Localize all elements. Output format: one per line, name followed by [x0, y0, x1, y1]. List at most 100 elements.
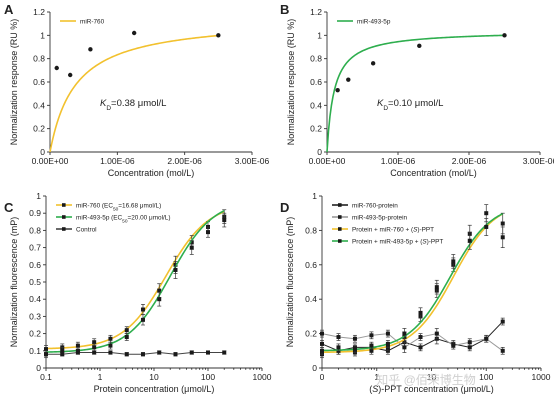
y-tick-label: 0.8 [33, 54, 45, 64]
data-point [140, 352, 145, 357]
fit-line [321, 213, 504, 354]
series-protein-mir-493-5p-s-ppt [320, 212, 505, 355]
y-tick-label: 0.2 [310, 124, 322, 134]
legend-entry: miR-760 [80, 18, 105, 25]
legend-subscript: 50 [113, 206, 119, 212]
data-point [108, 336, 113, 341]
kd-value: =0.38 μmol/L [111, 98, 166, 109]
data-point [124, 328, 129, 333]
x-tick-label: 10 [427, 372, 437, 382]
legend-text: Control [76, 226, 97, 233]
data-point [124, 335, 129, 340]
legend-entry: miR-760-protein [352, 202, 398, 209]
x-axis-label-italic: S [372, 384, 378, 394]
data-point [92, 350, 97, 355]
data-point [336, 335, 341, 340]
data-point [75, 350, 80, 355]
data-point [434, 285, 439, 290]
legend-entry: miR-760 (EC50=16.68 μmol/L) [76, 202, 161, 212]
x-tick-label: 1.00E-06 [100, 156, 135, 166]
data-point [157, 288, 162, 293]
y-tick-label: 0.1 [29, 346, 41, 356]
y-tick-label: 0.4 [305, 294, 317, 304]
data-point [346, 77, 351, 82]
data-point [320, 348, 324, 353]
data-point [500, 319, 505, 324]
y-tick-label: 0.2 [33, 124, 45, 134]
y-tick-label: 1 [317, 30, 322, 40]
x-tick-label: 2.00E-06 [167, 156, 202, 166]
fit-line [49, 34, 219, 153]
legend: miR-760 [60, 18, 105, 25]
fit-line [46, 352, 225, 355]
legend-entry: miR-493-5p-protein [352, 214, 407, 221]
panel-label: D [280, 200, 289, 215]
data-point [222, 218, 227, 223]
y-tick-label: 0 [40, 147, 45, 157]
kd-subscript: D [383, 105, 388, 112]
data-point [484, 336, 489, 341]
data-point [385, 341, 390, 346]
legend-text: )-PPT [427, 238, 444, 245]
y-tick-label: 0.6 [29, 260, 41, 270]
kd-k: K [100, 98, 107, 109]
x-tick-label: 100 [201, 372, 215, 382]
legend-entry: Protein + miR-493-5p + (S)-PPT [352, 238, 443, 245]
legend: miR-760-protein miR-493-5p-protein Protein… [332, 202, 443, 245]
data-point [108, 350, 113, 355]
y-tick-label: 0.5 [29, 277, 41, 287]
x-axis-label: Protein concentration (μmol/L) [94, 384, 215, 394]
y-tick-label: 1 [36, 191, 41, 201]
series-mir-493-5p [326, 33, 507, 153]
y-tick-label: 0.3 [29, 311, 41, 321]
y-tick-label: 0 [312, 363, 317, 373]
legend-italic: S [422, 238, 427, 245]
data-point [370, 61, 376, 66]
x-tick-label: 1 [98, 372, 103, 382]
data-point [206, 350, 210, 355]
panel-b: B 0 0.2 0.4 0.6 0.8 1 1.2 0.00E+00 1.00E-06 2.00E-… [280, 2, 554, 178]
x-tick-label: 3.00E-06 [235, 156, 270, 166]
data-point [131, 30, 137, 36]
legend: miR-760 (EC50=16.68 μmol/L)miR-493-5p (E… [56, 202, 170, 233]
x-axis-label: Concentration (mol/L) [390, 168, 477, 178]
y-tick-label: 1.2 [33, 7, 45, 17]
y-tick-label: 1 [312, 191, 317, 201]
x-tick-label: 0.1 [40, 372, 52, 382]
series-mir-760 [49, 30, 221, 153]
legend: miR-493-5p [337, 18, 391, 25]
legend-marker [338, 227, 342, 231]
data-point [484, 211, 489, 216]
series-mir-493-5p [44, 209, 227, 359]
fit-line [321, 321, 504, 352]
data-point [68, 72, 73, 78]
panel-label: C [4, 200, 14, 215]
kd-subscript: D [106, 105, 111, 112]
series-mir-760-protein [320, 317, 505, 355]
fit-line [45, 211, 225, 350]
y-axis-label: Normalization response (RU %) [286, 19, 296, 146]
data-point [369, 348, 374, 353]
y-tick-label: 1 [40, 30, 45, 40]
x-axis-label: (S)-PPT concentration (μmol/L) [369, 384, 494, 394]
x-tick-label: 1 [374, 372, 379, 382]
data-point [402, 345, 407, 350]
x-tick-label: 2.00E-06 [452, 156, 487, 166]
legend-text: )-PPT [417, 226, 434, 233]
series-control [44, 350, 227, 357]
data-point [157, 297, 162, 302]
legend-text: Protein + miR-493-5p + ( [352, 238, 423, 245]
panel-c: C00.10.20.30.40.50.60.70.80.910.1 1 10 100 1… [4, 191, 272, 394]
data-point [44, 347, 48, 352]
data-point [369, 343, 374, 348]
legend-text: miR-760 (EC [76, 202, 113, 209]
legend-entry: miR-493-5p [357, 18, 391, 25]
data-point [75, 343, 80, 348]
fit-line [326, 34, 505, 153]
y-tick-label: 0.4 [33, 100, 45, 110]
data-point [92, 340, 97, 345]
y-tick-label: 0.2 [305, 329, 317, 339]
x-tick-label: 1000 [532, 372, 551, 382]
y-tick-label: 0.7 [29, 243, 41, 253]
legend-text: miR-760-protein [352, 202, 398, 209]
